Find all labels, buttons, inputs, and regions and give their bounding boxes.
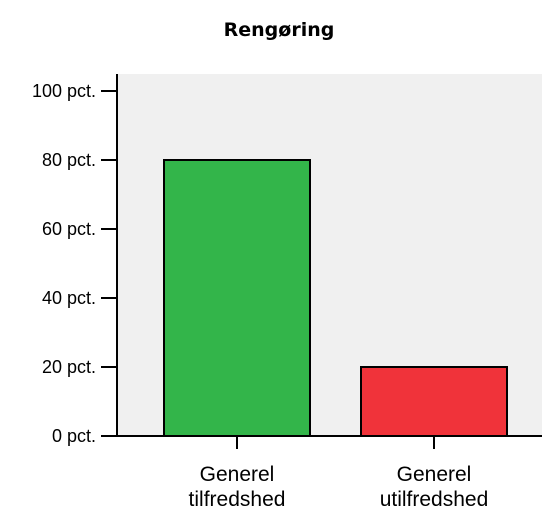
y-tick-label-60: 60 pct. [42,219,96,239]
x-tick-label-2-line-2: utilfredshed [380,488,489,511]
chart-title: Rengøring [224,19,335,41]
bar-1 [163,159,311,437]
y-tick-label-80: 80 pct. [42,150,96,170]
y-axis-ticks: 0 pct. 20 pct. 40 pct. 60 pct. 80 pct. 100 pc… [32,81,117,446]
x-tick-label-1-line-1: Generel [200,463,275,486]
x-tick-label-2-line-1: Generel [397,463,472,486]
x-tick-label-1-line-2: tilfredshed [189,488,286,511]
y-tick-label-100: 100 pct. [32,81,96,101]
bars-group [163,159,508,437]
axes-group [116,74,542,437]
y-tick-label-0: 0 pct. [52,426,96,446]
y-tick-label-20: 20 pct. [42,357,96,377]
bar-2 [360,366,508,437]
y-tick-label-40: 40 pct. [42,288,96,308]
